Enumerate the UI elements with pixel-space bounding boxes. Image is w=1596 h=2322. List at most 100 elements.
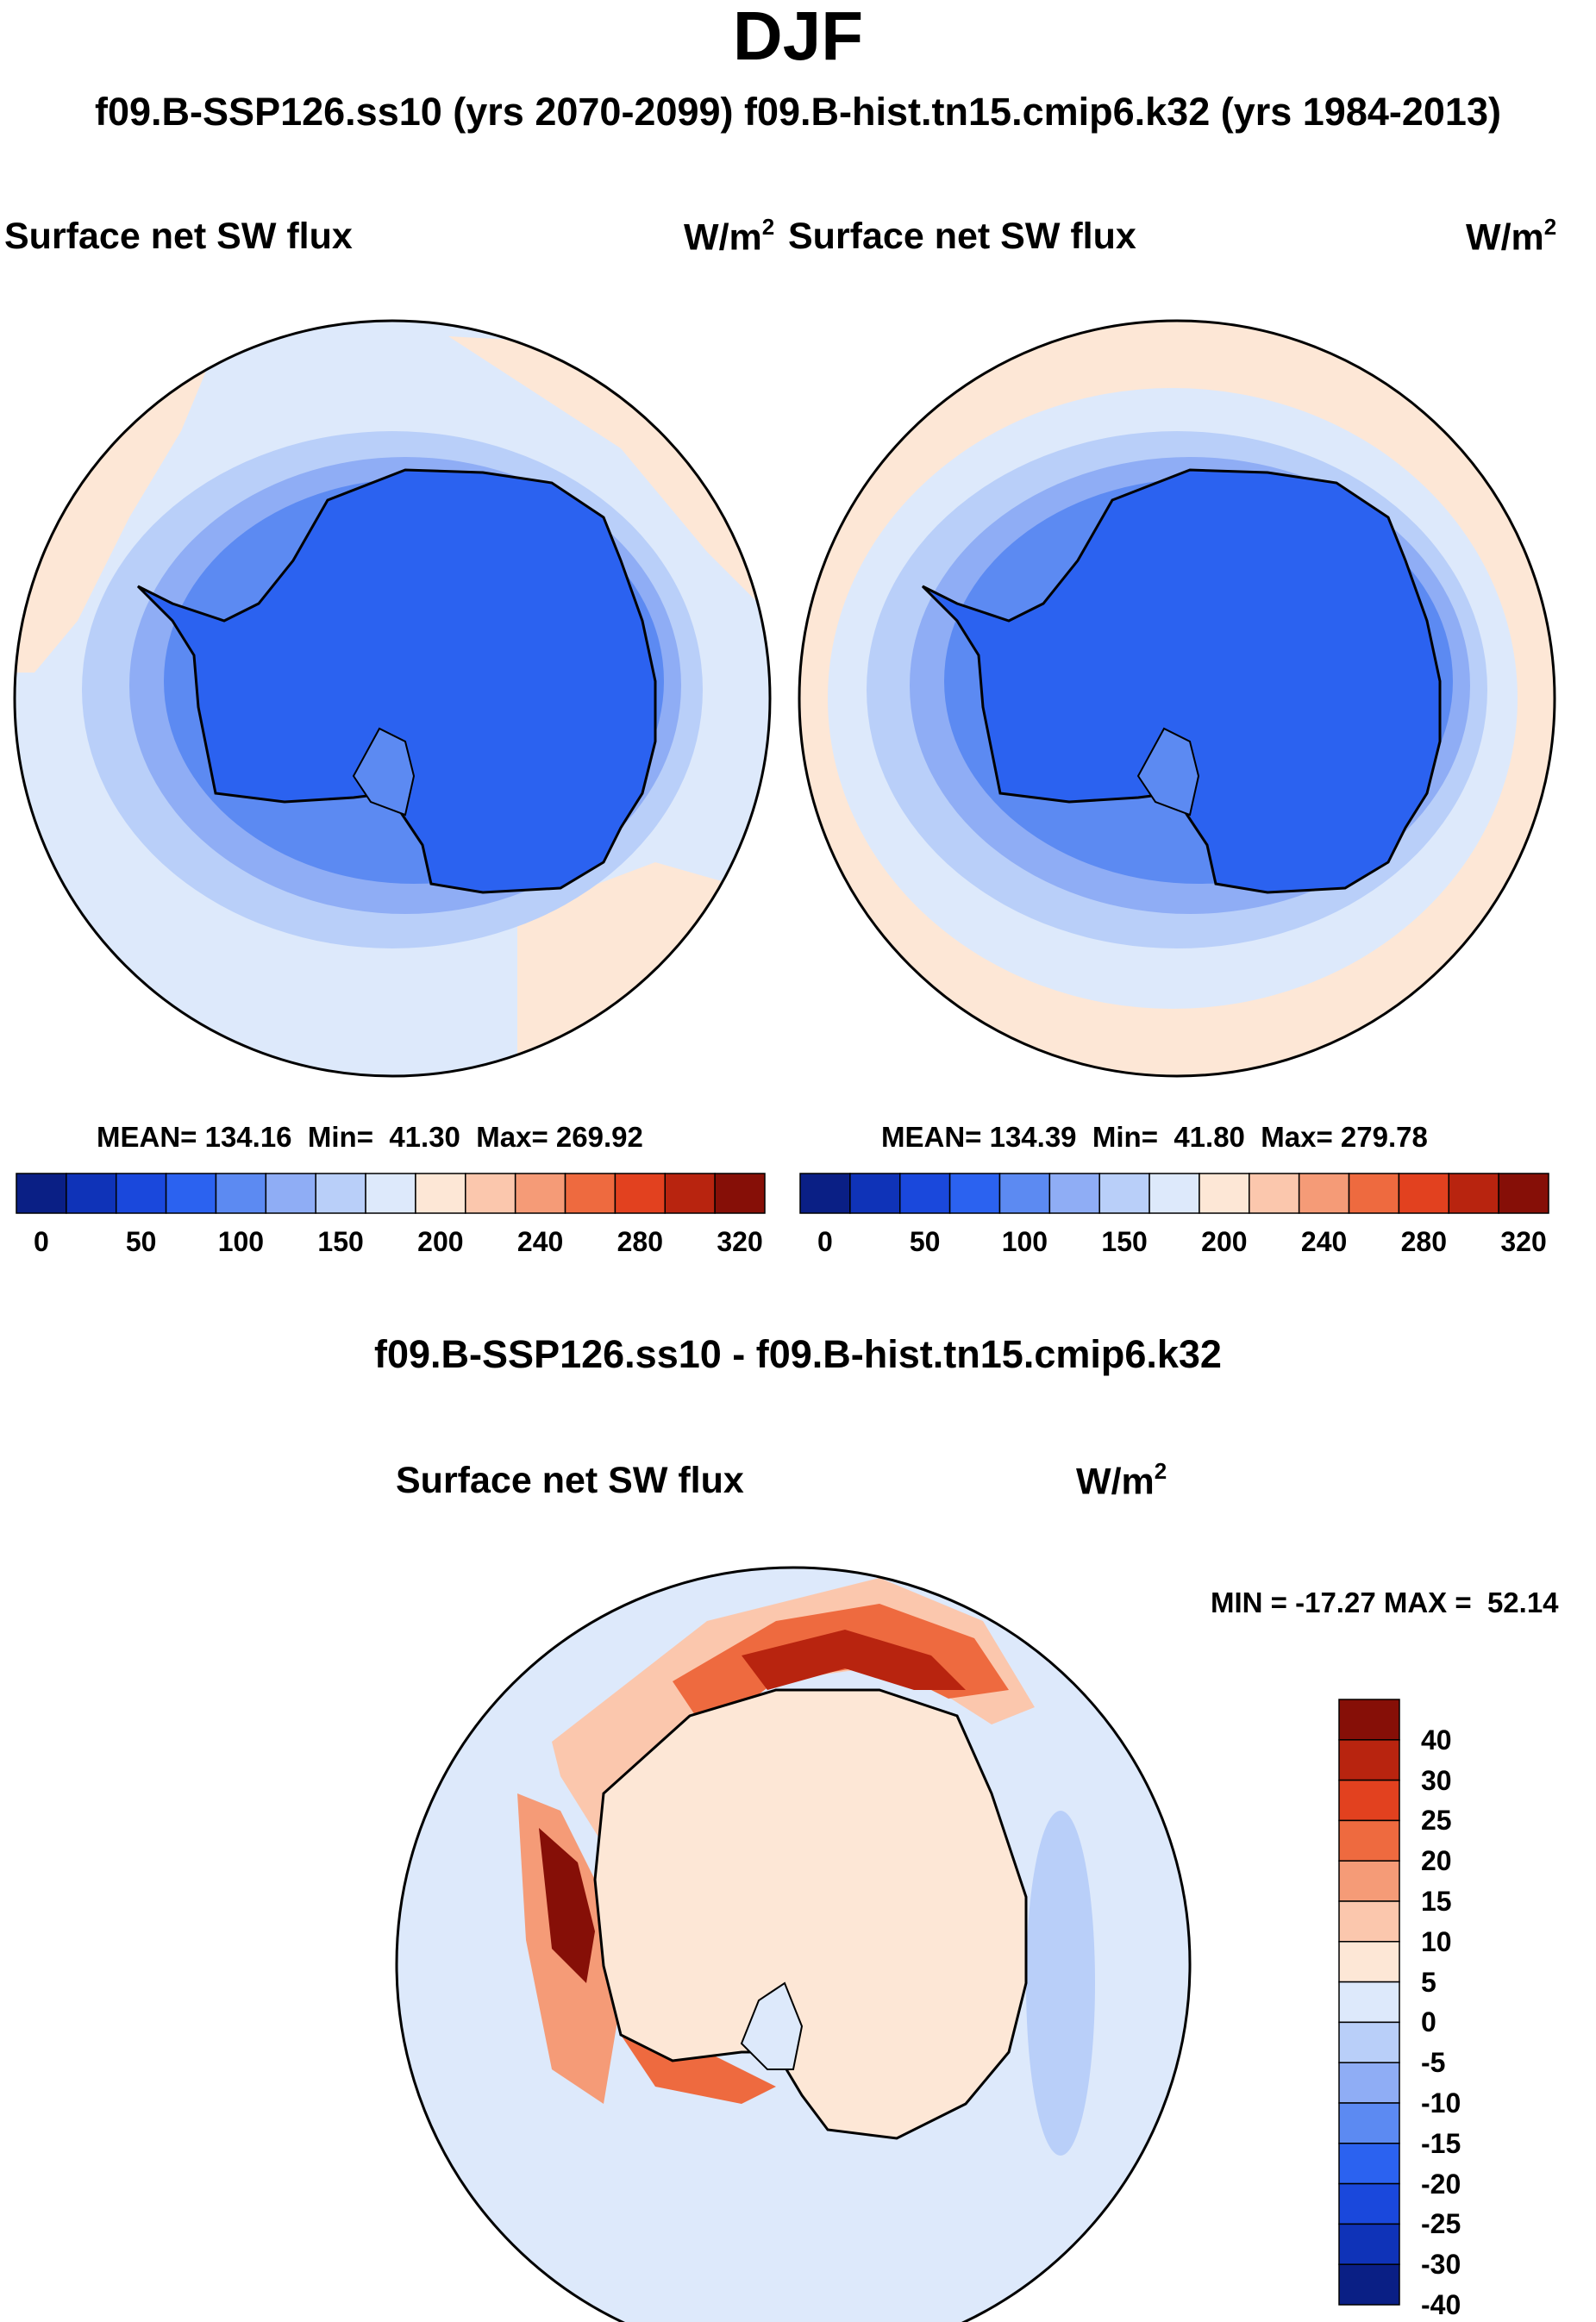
colorbar-tick-label: 40 <box>1421 1724 1452 1756</box>
antarctica-landmass <box>136 468 657 894</box>
colorbar-swatch <box>1338 2263 1400 2306</box>
colorbar-swatch <box>465 1173 516 1214</box>
left-max: Max= 269.92 <box>476 1121 643 1153</box>
positive-anomaly <box>742 1630 966 1690</box>
diff-minmax-label: MIN = -17.27 MAX = 52.14 <box>1211 1587 1559 1618</box>
right-panel-stats: MEAN= 134.39 Min= 41.80 Max= 279.78 <box>881 1121 1428 1154</box>
colorbar-swatch <box>1148 1173 1200 1214</box>
colorbar-swatch <box>1338 2102 1400 2144</box>
colorbar-tick-label: 280 <box>616 1226 664 1257</box>
neg-band <box>1026 1811 1095 2156</box>
units-exponent: 2 <box>1543 214 1557 240</box>
colorbar-tick-label: -40 <box>1421 2289 1461 2320</box>
colorbar-swatch <box>614 1173 667 1214</box>
colorbar-tick-label: 100 <box>217 1226 265 1257</box>
colorbar-swatch <box>66 1173 117 1214</box>
colorbar-swatch <box>1448 1173 1499 1214</box>
right-max: Max= 279.78 <box>1261 1121 1428 1153</box>
units-exponent: 2 <box>1154 1458 1167 1484</box>
colorbar-tick-label: 200 <box>1201 1226 1248 1257</box>
colorbar-swatch <box>1249 1173 1300 1214</box>
left-panel-variable-label: Surface net SW flux <box>4 216 353 257</box>
colorbar-swatch <box>849 1173 901 1214</box>
positive-anomaly <box>539 1828 595 1983</box>
colorbar-swatch <box>898 1173 951 1214</box>
colorbar-swatch <box>564 1173 616 1214</box>
colorbar-tick-label: 50 <box>909 1226 941 1257</box>
units-base: W/m <box>684 216 762 259</box>
right-colorbar-ticks: 0 50 100 150 200 240 280 320 <box>799 1226 1549 1261</box>
colorbar-swatch <box>1338 1900 1400 1943</box>
right-panel-units-label: W/m2 <box>1466 214 1557 259</box>
colorbar-tick-label: 0 <box>1421 2006 1436 2038</box>
colorbar-swatch <box>1338 1819 1400 1862</box>
colorbar-tick-label: 0 <box>34 1226 49 1257</box>
colorbar-tick-label: 320 <box>1500 1226 1547 1257</box>
colorbar-swatch <box>664 1173 716 1214</box>
colorbar-swatch <box>1338 1941 1400 1983</box>
left-panel-units-label: W/m2 <box>684 214 775 259</box>
colorbar-swatch <box>115 1173 167 1214</box>
colorbar-tick-label: -20 <box>1421 2168 1461 2200</box>
colorbar-swatch <box>1048 1173 1100 1214</box>
colorbar-tick-label: 200 <box>417 1226 464 1257</box>
colorbar-tick-label: 280 <box>1400 1226 1448 1257</box>
colorbar-tick-label: -10 <box>1421 2087 1461 2119</box>
colorbar-swatch <box>315 1173 366 1214</box>
colorbar-swatch <box>1338 2062 1400 2104</box>
right-map <box>799 321 1555 1076</box>
left-mean: MEAN= 134.16 <box>97 1121 292 1153</box>
diff-panel-units-label: W/m2 <box>1076 1458 1167 1503</box>
colorbar-swatch <box>1338 1739 1400 1781</box>
left-colorbar-ticks: 0 50 100 150 200 240 280 320 <box>16 1226 766 1261</box>
antarctica-landmass <box>593 1688 1028 2140</box>
difference-map-boundary <box>395 1566 1192 2322</box>
right-panel-variable-label: Surface net SW flux <box>788 216 1136 257</box>
units-base: W/m <box>1076 1461 1155 1503</box>
left-colorbar <box>16 1173 766 1214</box>
colorbar-tick-label: -30 <box>1421 2249 1461 2281</box>
ross-ice-shelf <box>352 727 416 817</box>
difference-colorbar <box>1338 1699 1400 2306</box>
colorbar-swatch <box>1338 1699 1400 1741</box>
difference-colorbar-ticks: 40 30 25 20 15 10 5 0 -5 -10 -15 -20 -25 -30 -40 <box>1421 1699 1524 2320</box>
units-exponent: 2 <box>761 214 775 240</box>
colorbar-tick-label: 5 <box>1421 1966 1436 1998</box>
left-panel-stats: MEAN= 134.16 Min= 41.30 Max= 269.92 <box>97 1121 643 1154</box>
colorbar-swatch <box>799 1173 851 1214</box>
units-base: W/m <box>1466 216 1544 259</box>
right-mean: MEAN= 134.39 <box>881 1121 1077 1153</box>
right-colorbar <box>799 1173 1549 1214</box>
ross-ice-shelf <box>1136 727 1200 817</box>
colorbar-tick-label: 150 <box>1101 1226 1148 1257</box>
colorbar-swatch <box>514 1173 566 1214</box>
left-map <box>15 321 770 1076</box>
colorbar-tick-label: -25 <box>1421 2208 1461 2240</box>
colorbar-swatch <box>365 1173 416 1214</box>
colorbar-swatch <box>1498 1173 1549 1214</box>
colorbar-swatch <box>1338 2223 1400 2265</box>
colorbar-tick-label: 25 <box>1421 1805 1452 1837</box>
colorbar-tick-label: -15 <box>1421 2127 1461 2159</box>
colorbar-tick-label: 30 <box>1421 1764 1452 1796</box>
colorbar-tick-label: 150 <box>317 1226 364 1257</box>
colorbar-swatch <box>1348 1173 1400 1214</box>
colorbar-tick-label: 100 <box>1001 1226 1048 1257</box>
colorbar-swatch <box>948 1173 1001 1214</box>
colorbar-swatch <box>215 1173 267 1214</box>
colorbar-tick-label: 10 <box>1421 1925 1452 1957</box>
difference-map <box>397 1568 1190 2322</box>
colorbar-tick-label: -5 <box>1421 2047 1446 2079</box>
colorbar-swatch <box>1199 1173 1250 1214</box>
figure-subtitle: f09.B-SSP126.ss10 (yrs 2070-2099) f09.B-… <box>95 90 1501 134</box>
colorbar-swatch <box>165 1173 217 1214</box>
antarctica-landmass <box>921 468 1442 894</box>
colorbar-tick-label: 50 <box>125 1226 157 1257</box>
colorbar-swatch <box>1298 1173 1350 1214</box>
colorbar-swatch <box>714 1173 766 1214</box>
colorbar-tick-label: 240 <box>516 1226 564 1257</box>
colorbar-tick-label: 320 <box>717 1226 763 1257</box>
colorbar-swatch <box>1098 1173 1150 1214</box>
colorbar-swatch <box>998 1173 1051 1214</box>
